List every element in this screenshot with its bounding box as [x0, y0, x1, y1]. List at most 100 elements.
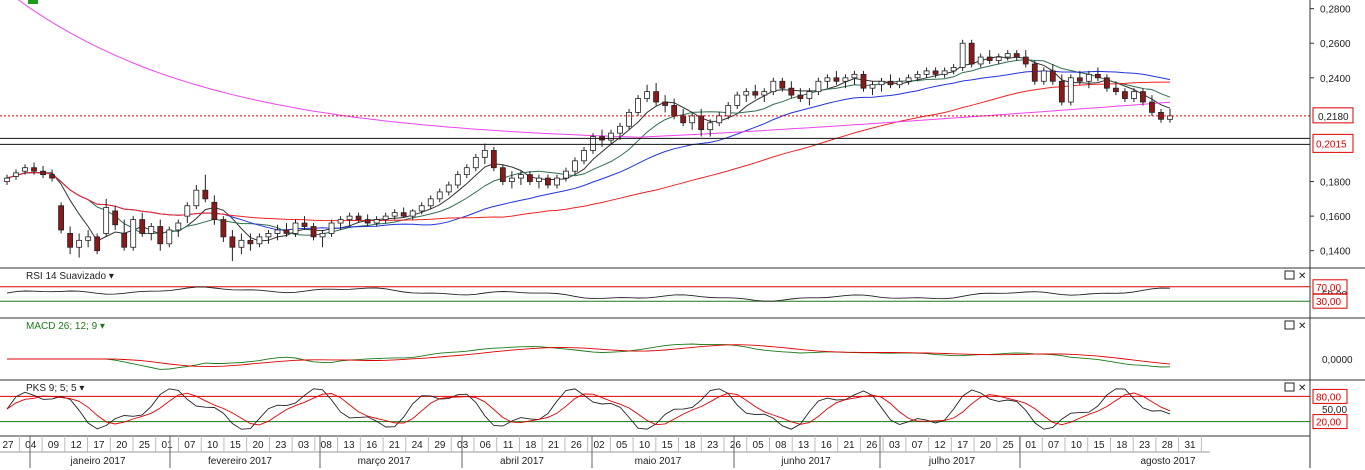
- close-icon[interactable]: ✕: [1298, 383, 1306, 394]
- day-label: 26: [571, 440, 583, 451]
- day-label: 27: [2, 440, 14, 451]
- day-label: 13: [798, 440, 810, 451]
- candle-body: [959, 42, 966, 68]
- month-label: junho 2017: [780, 456, 831, 467]
- candle-body: [526, 174, 533, 182]
- day-label: 16: [821, 440, 833, 451]
- candle-body: [743, 91, 750, 96]
- candle-body: [94, 236, 101, 252]
- candle-body: [869, 84, 876, 89]
- candle-body: [508, 177, 515, 182]
- candle-body: [148, 226, 155, 234]
- day-label: 15: [1094, 440, 1106, 451]
- day-label: 06: [480, 440, 492, 451]
- level-label: 80,00: [1316, 392, 1341, 403]
- candle-body: [608, 132, 614, 141]
- candle-body: [346, 215, 353, 220]
- candle-body: [878, 80, 885, 86]
- candle-body: [229, 236, 236, 248]
- maximize-icon[interactable]: [1284, 270, 1295, 280]
- candle-body: [1004, 53, 1011, 58]
- candle-body: [1040, 70, 1047, 82]
- candle-body: [355, 215, 362, 220]
- candle-body: [788, 87, 795, 96]
- candle-body: [734, 94, 741, 106]
- day-label: 18: [525, 440, 537, 451]
- maximize-icon[interactable]: [1284, 320, 1295, 330]
- candle-body: [517, 174, 524, 179]
- candle-body: [490, 150, 497, 169]
- candle-body: [905, 77, 912, 82]
- candle-body: [382, 215, 389, 220]
- day-label: 05: [753, 440, 765, 451]
- indicator-label[interactable]: PKS 9; 5; 5 ▾: [26, 383, 84, 394]
- candle-body: [1085, 73, 1092, 82]
- candle-body: [815, 80, 822, 93]
- indicator-label[interactable]: MACD 26; 12; 9 ▾: [26, 321, 105, 332]
- close-icon[interactable]: ✕: [1298, 271, 1306, 282]
- candle-body: [554, 177, 560, 186]
- day-label: 10: [1071, 440, 1083, 451]
- candle-body: [950, 67, 957, 72]
- candle-body: [1049, 70, 1056, 82]
- candle-body: [265, 233, 272, 238]
- price-tick-label: 0,2600: [1320, 39, 1351, 50]
- candle-body: [1076, 77, 1083, 82]
- close-icon[interactable]: ✕: [1298, 321, 1306, 332]
- candle-body: [806, 91, 813, 99]
- ma-200-line: [17, 0, 1171, 138]
- day-label: 10: [207, 440, 219, 451]
- candle-body: [328, 222, 335, 234]
- candle-body: [247, 239, 254, 245]
- candle-body: [977, 56, 984, 65]
- day-label: 23: [275, 440, 287, 451]
- candle-body: [211, 201, 218, 220]
- level-tag: [1312, 293, 1348, 309]
- maximize-icon[interactable]: [1284, 382, 1295, 392]
- top-marker-icon: [28, 0, 38, 4]
- candle-body: [76, 239, 83, 248]
- candle-body: [914, 73, 921, 79]
- pks-k-line: [6, 388, 1171, 430]
- candle-body: [454, 174, 461, 186]
- candle-body: [671, 105, 678, 117]
- last-price-label: 0,2180: [1318, 112, 1349, 123]
- day-label: 02: [593, 440, 605, 451]
- day-label: 10: [639, 440, 651, 451]
- candle-body: [4, 177, 10, 182]
- day-label: 08: [775, 440, 787, 451]
- day-label: 18: [1116, 440, 1128, 451]
- candle-body: [770, 80, 777, 93]
- candle-body: [644, 91, 651, 99]
- day-label: 05: [616, 440, 628, 451]
- level-tag: [1312, 414, 1348, 430]
- candle-body: [1094, 73, 1101, 79]
- candle-body: [1022, 56, 1029, 65]
- candle-body: [301, 222, 308, 227]
- candle-body: [31, 167, 37, 172]
- indicator-label[interactable]: RSI 14 Suavizado ▾: [26, 271, 114, 282]
- day-label: 15: [230, 440, 242, 451]
- candle-body: [932, 70, 939, 75]
- candle-body: [1031, 63, 1038, 82]
- level-label: 30,00: [1316, 297, 1341, 308]
- candle-body: [310, 226, 317, 238]
- pks-d-line: [6, 392, 1171, 426]
- support-price-tag: [1312, 133, 1354, 153]
- macd-signal-line: [7, 344, 1171, 367]
- day-label: 17: [957, 440, 969, 451]
- candlestick-series: [4, 39, 1173, 262]
- candle-body: [499, 167, 506, 182]
- candle-body: [1122, 91, 1128, 99]
- day-label: 23: [707, 440, 719, 451]
- day-label: 12: [934, 440, 946, 451]
- day-label: 21: [843, 440, 855, 451]
- day-label: 20: [116, 440, 128, 451]
- day-label: 08: [321, 440, 333, 451]
- candle-body: [139, 219, 146, 234]
- candle-body: [202, 189, 209, 200]
- candle-body: [689, 115, 696, 124]
- candle-body: [896, 80, 903, 86]
